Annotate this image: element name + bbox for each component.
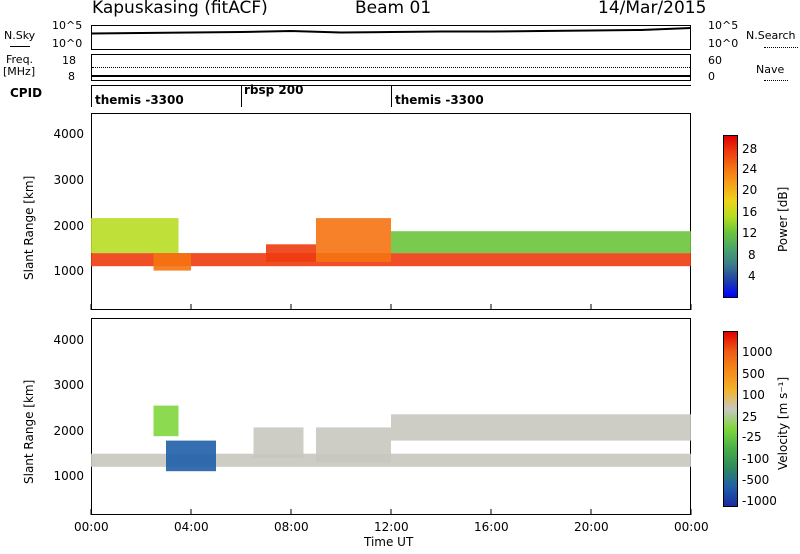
nave-tick-top: 60	[708, 54, 722, 67]
vel-cb-tick-25: 25	[742, 410, 758, 424]
nsearch-legend-line	[764, 47, 798, 48]
freq-panel	[91, 54, 691, 81]
power-cb-tick-16: 16	[742, 205, 758, 219]
power-region-1	[91, 218, 179, 254]
velocity-heatmap	[90, 405, 692, 515]
xtick-2: 08:00	[274, 520, 309, 534]
nsky-line	[90, 27, 692, 35]
cpid-label: CPID	[10, 86, 43, 100]
cpid-segment-1: rbsp 200	[244, 83, 304, 97]
velocity-ytick-1000: 1000	[53, 469, 84, 483]
power-region-3	[266, 244, 316, 262]
vel-cb-tick-m1000: -1000	[742, 494, 777, 508]
nsky-legend-line	[10, 46, 30, 47]
nsky-label: N.Sky	[4, 29, 36, 42]
station-title: Kapuskasing (fitACF)	[92, 0, 268, 18]
power-cb-tick-24: 24	[742, 162, 758, 176]
power-cb-tick-8: 8	[748, 248, 756, 262]
power-ytick-3000: 3000	[53, 173, 84, 187]
velocity-region-5	[391, 414, 691, 441]
date-title: 14/Mar/2015	[598, 0, 707, 18]
power-cb-tick-4: 4	[748, 269, 756, 283]
freq-unit: [MHz]	[3, 65, 36, 78]
velocity-region-2	[253, 427, 304, 458]
nsearch-label: N.Search	[746, 29, 796, 42]
nave-tick-bottom: 0	[708, 70, 715, 83]
xtick-0: 00:00	[74, 520, 109, 534]
cpid-segment-2: themis -3300	[395, 93, 484, 107]
velocity-region-1	[166, 440, 216, 472]
nave-legend-line	[764, 80, 788, 81]
power-cb-tick-28: 28	[742, 142, 758, 156]
nave-line	[92, 67, 690, 68]
nsky-tick-top: 10^5	[52, 19, 83, 32]
power-ylabel: Slant Range [km]	[22, 175, 36, 280]
power-region-5	[391, 231, 691, 254]
velocity-region-3	[316, 427, 391, 463]
freq-tick-top: 18	[62, 54, 76, 67]
cpid-segment-0: themis -3300	[95, 93, 184, 107]
nsky-right-tick-top: 10^5	[708, 19, 739, 32]
freq-tick-bottom: 8	[68, 70, 75, 83]
xtick-3: 12:00	[374, 520, 409, 534]
power-cb-tick-12: 12	[742, 226, 758, 240]
beam-title: Beam 01	[355, 0, 432, 18]
velocity-ytick-4000: 4000	[53, 333, 84, 347]
xtick-4: 16:00	[474, 520, 509, 534]
velocity-region-4	[153, 405, 179, 437]
vel-cb-tick-m25: -25	[742, 430, 762, 444]
power-colorbar	[723, 135, 738, 298]
nsky-tick-bottom: 10^0	[52, 37, 83, 50]
power-heatmap	[90, 218, 692, 310]
vel-cb-tick-100: 100	[742, 388, 765, 402]
xtick-5: 20:00	[574, 520, 609, 534]
power-cb-tick-20: 20	[742, 183, 758, 197]
power-region-2	[153, 253, 191, 271]
vel-cb-tick-m100: -100	[742, 452, 770, 466]
freq-line	[92, 75, 690, 77]
power-region-4	[316, 218, 391, 262]
vel-cb-tick-m500: -500	[742, 473, 770, 487]
velocity-ytick-3000: 3000	[53, 378, 84, 392]
velocity-ylabel: Slant Range [km]	[22, 379, 36, 484]
freq-label: Freq.	[6, 53, 34, 66]
power-colorbar-label: Power [dB]	[776, 186, 790, 252]
power-ytick-4000: 4000	[53, 127, 84, 141]
cpid-divider-1	[241, 85, 242, 107]
xaxis-label: Time UT	[364, 535, 414, 549]
nsky-right-tick-bottom: 10^0	[708, 37, 739, 50]
power-ytick-1000: 1000	[53, 264, 84, 278]
xtick-1: 04:00	[174, 520, 209, 534]
vel-cb-tick-1000: 1000	[742, 345, 773, 359]
cpid-divider-0	[91, 85, 92, 107]
velocity-ytick-2000: 2000	[53, 424, 84, 438]
nave-label: Nave	[756, 63, 785, 76]
xtick-6: 00:00	[674, 520, 709, 534]
vel-cb-tick-500: 500	[742, 367, 765, 381]
velocity-colorbar	[723, 331, 738, 507]
power-ytick-2000: 2000	[53, 219, 84, 233]
cpid-divider-2	[391, 85, 392, 107]
nsky-panel	[91, 25, 691, 50]
velocity-colorbar-label: Velocity [m s⁻¹]	[776, 376, 790, 470]
